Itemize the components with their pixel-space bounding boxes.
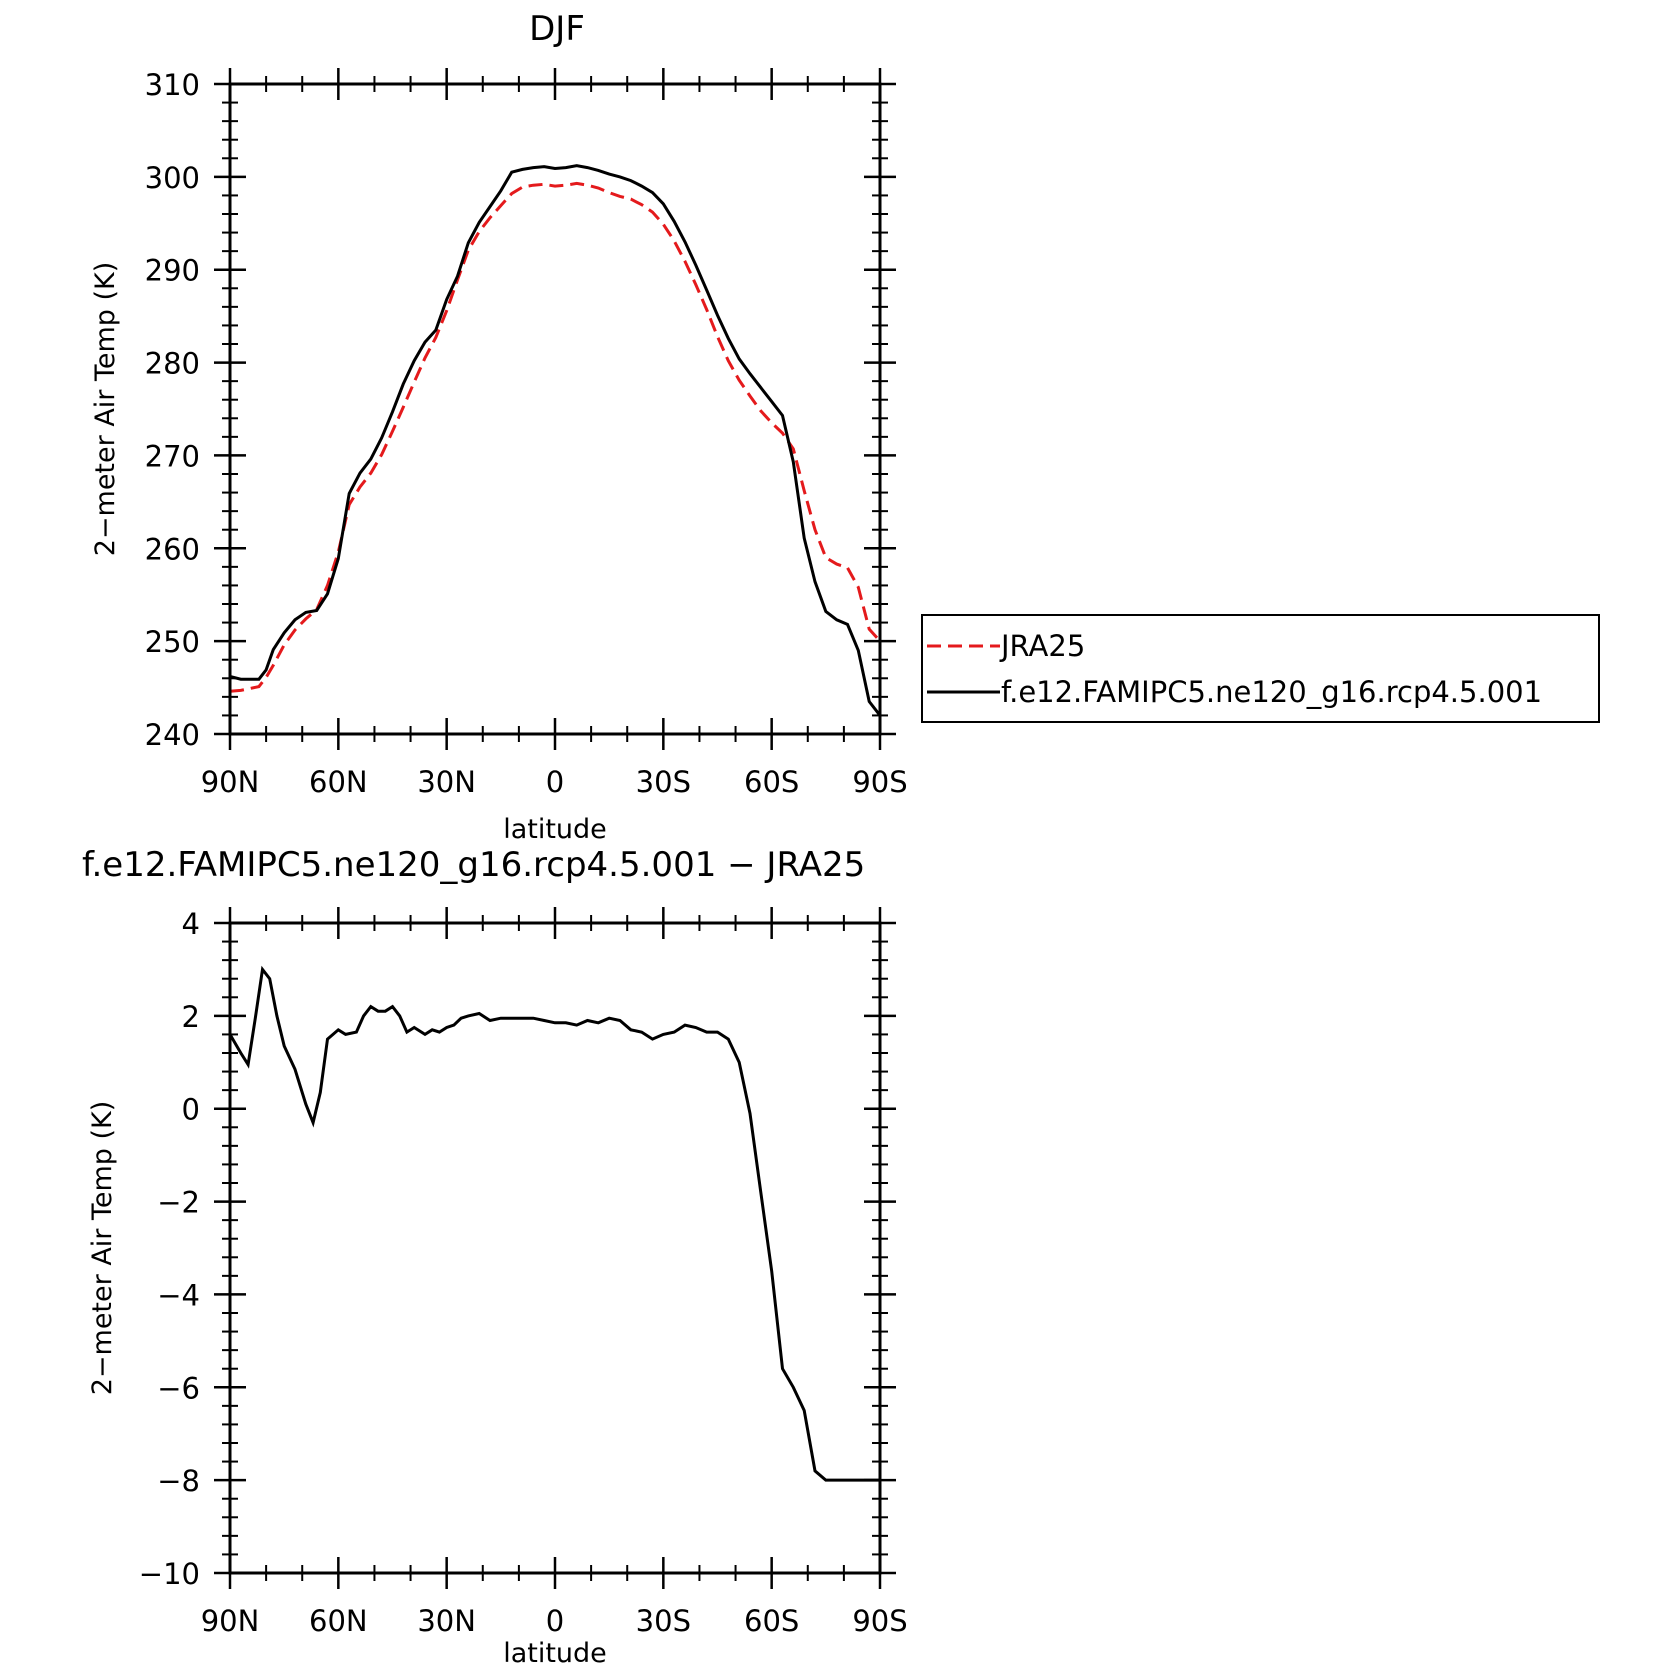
top-y-tick-labels: 240 250 260 270 280 290 300 310	[145, 68, 200, 752]
y-tick-label: 310	[145, 68, 200, 102]
x-tick-label: 90S	[852, 765, 907, 799]
bottom-y-axis-label: 2−meter Air Temp (K)	[87, 1101, 118, 1396]
legend: JRA25 f.e12.FAMIPC5.ne120_g16.rcp4.5.001	[921, 614, 1600, 723]
bottom-chart-title: f.e12.FAMIPC5.ne120_g16.rcp4.5.001 − JRA…	[82, 845, 865, 885]
top-y-axis-label: 2−meter Air Temp (K)	[90, 262, 121, 557]
legend-label-model: f.e12.FAMIPC5.ne120_g16.rcp4.5.001	[1001, 675, 1542, 709]
series-line-difference	[228, 965, 880, 1482]
y-tick-label: 290	[145, 254, 200, 288]
y-tick-label: 250	[145, 625, 200, 659]
top-major-ticks	[214, 68, 896, 750]
y-tick-label: 270	[145, 439, 200, 473]
y-tick-label: 240	[145, 718, 200, 752]
y-tick-label: 2	[182, 1000, 200, 1034]
top-chart-title: DJF	[529, 9, 585, 49]
y-tick-label: −10	[139, 1557, 200, 1591]
top-minor-ticks	[222, 76, 888, 742]
y-tick-label: 0	[182, 1093, 200, 1127]
y-tick-label: 280	[145, 347, 200, 381]
bottom-x-tick-labels: 90N 60N 30N 0 30S 60S 90S	[201, 1604, 908, 1638]
x-tick-label: 90N	[201, 1604, 260, 1638]
y-tick-label: −6	[157, 1371, 200, 1405]
x-tick-label: 30S	[636, 765, 691, 799]
x-tick-label: 60S	[744, 1604, 799, 1638]
series-line-jra25	[229, 181, 882, 693]
bottom-x-axis-label: latitude	[503, 1638, 607, 1669]
y-tick-label: −2	[157, 1186, 200, 1220]
y-tick-label: −8	[157, 1464, 200, 1498]
y-tick-label: 300	[145, 161, 200, 195]
y-tick-label: 260	[145, 532, 200, 566]
x-tick-label: 60N	[309, 765, 368, 799]
bottom-plot-frame	[228, 921, 882, 1575]
y-tick-label: 4	[182, 907, 200, 941]
y-tick-label: −4	[157, 1278, 200, 1312]
x-tick-label: 30N	[417, 1604, 476, 1638]
legend-box	[921, 614, 1600, 723]
x-tick-label: 30S	[636, 1604, 691, 1638]
bottom-major-ticks	[214, 907, 896, 1589]
legend-label-jra25: JRA25	[999, 629, 1085, 663]
x-tick-label: 0	[546, 765, 564, 799]
series-line-model	[229, 164, 882, 717]
top-series-group	[229, 164, 882, 717]
top-x-axis-label: latitude	[503, 814, 607, 845]
bottom-y-tick-labels: −10 −8 −6 −4 −2 0 2 4	[139, 907, 200, 1591]
bottom-series-group	[228, 965, 880, 1482]
top-chart-panel: DJF 240 250 260 270 280 290 300 310 90N 60N 30N 0 3…	[90, 9, 1600, 845]
bottom-minor-ticks	[222, 915, 888, 1581]
x-tick-label: 60N	[309, 1604, 368, 1638]
top-plot-frame	[228, 82, 882, 736]
x-tick-label: 90S	[852, 1604, 907, 1638]
x-tick-label: 60S	[744, 765, 799, 799]
x-tick-label: 30N	[417, 765, 476, 799]
bottom-chart-panel: f.e12.FAMIPC5.ne120_g16.rcp4.5.001 − JRA…	[82, 845, 908, 1669]
x-tick-label: 0	[546, 1604, 564, 1638]
x-tick-label: 90N	[201, 765, 260, 799]
top-x-tick-labels: 90N 60N 30N 0 30S 60S 90S	[201, 765, 908, 799]
